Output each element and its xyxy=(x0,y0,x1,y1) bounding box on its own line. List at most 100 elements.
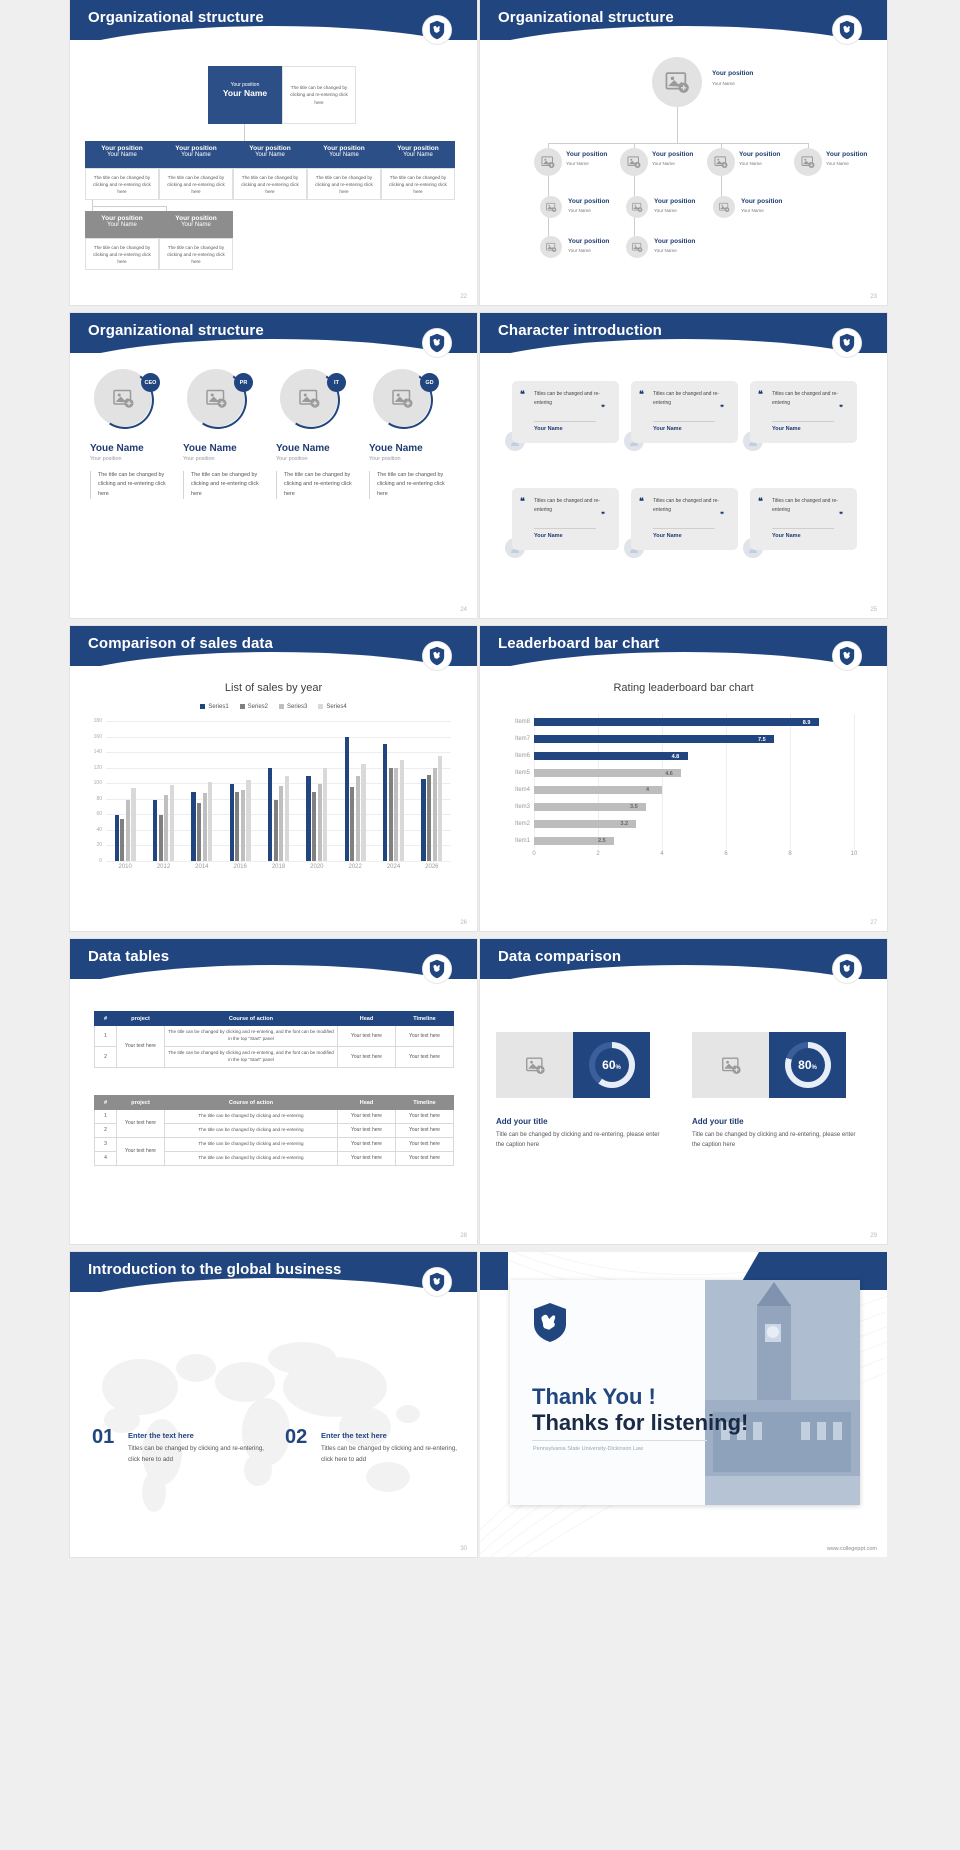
org-node[interactable]: Your position Your Name xyxy=(159,141,233,168)
divider xyxy=(534,528,596,529)
bar-value-Item3: 3.5 xyxy=(630,804,638,811)
quote-card[interactable]: ❝ ❞ Titles can be changed and re-enterin… xyxy=(512,381,619,443)
table-cell: Your text here xyxy=(395,1109,454,1124)
org-root-position: Your position xyxy=(230,82,260,88)
slide-header-band xyxy=(70,1252,477,1292)
slide-data-comparison[interactable]: Data comparison 60% Add your title Title… xyxy=(480,939,887,1244)
table-row[interactable]: 1 Your text here The title can be changed … xyxy=(94,1025,454,1068)
avatar-node-small[interactable] xyxy=(540,236,562,258)
table-cell: Your text here xyxy=(395,1025,454,1047)
x-axis-tick: 2 xyxy=(596,851,600,857)
org-node[interactable]: Your position Your Name xyxy=(85,141,159,168)
avatar-node-small[interactable] xyxy=(540,196,562,218)
slide-character-intro[interactable]: Character introduction ❝ ❞ Titles can be… xyxy=(480,313,887,618)
connector-down xyxy=(92,190,93,215)
quote-card[interactable]: ❝ ❞ Titles can be changed and re-enterin… xyxy=(512,488,619,550)
table-row[interactable]: 3 Your text here The title can be changed … xyxy=(94,1136,454,1166)
chart-legend: Series1 Series2 Series3 Series4 xyxy=(70,704,477,710)
slide-org-boxes[interactable]: Organizational structure Your position Y… xyxy=(70,0,477,305)
slide-org-avatars[interactable]: Organizational structure Your position Y… xyxy=(480,0,887,305)
block-title: Add your title xyxy=(496,1117,548,1126)
table-header: project xyxy=(116,1095,165,1110)
university-logo-icon xyxy=(423,1268,451,1296)
avatar-node-small[interactable] xyxy=(626,196,648,218)
bar-Series1-2020 xyxy=(306,776,311,861)
bar-label-Item1: Item1 xyxy=(514,837,530,844)
person-description: The title can be changed by clicking and… xyxy=(276,471,362,500)
table-row[interactable]: 4 The title can be changed by clicking an… xyxy=(94,1150,454,1166)
x-axis-tick: 2012 xyxy=(156,864,171,870)
gridline xyxy=(662,714,663,849)
slide-cell-25: Character introduction ❝ ❞ Titles can be… xyxy=(480,313,890,623)
org-node[interactable]: Your position Your Name xyxy=(381,141,455,168)
org-node-secondary[interactable]: Your position Your Name xyxy=(159,211,233,238)
table-row[interactable]: 1 Your text here The title can be changed … xyxy=(94,1109,454,1138)
table-cell: The title can be changed by clicking and… xyxy=(164,1136,338,1152)
x-axis-tick: 2020 xyxy=(310,864,324,870)
org-node-name: Your Name xyxy=(181,152,211,158)
university-logo-icon xyxy=(423,329,451,357)
org-node-position: Your position xyxy=(175,145,217,152)
avatar-node-small[interactable] xyxy=(626,236,648,258)
gridline xyxy=(106,829,451,831)
person-name: Youe Name xyxy=(276,443,330,454)
slide-leaderboard[interactable]: Leaderboard bar chart Rating leaderboard… xyxy=(480,626,887,931)
avatar-node-small[interactable] xyxy=(713,196,735,218)
quote-text: Titles can be changed and re-entering xyxy=(772,498,838,513)
slide-thank-you[interactable]: Thank You ! Thanks for listening! Pennsy… xyxy=(480,1252,887,1557)
org-node-secondary[interactable]: Your position Your Name xyxy=(85,211,159,238)
connector-tick xyxy=(548,143,549,151)
y-axis-tick: 160 xyxy=(93,733,102,740)
image-placeholder[interactable] xyxy=(496,1032,573,1098)
avatar-node[interactable] xyxy=(620,148,648,176)
legend-item-2: Series2 xyxy=(239,704,268,710)
quote-card[interactable]: ❝ ❞ Titles can be changed and re-enterin… xyxy=(631,381,738,443)
table-row[interactable]: 2 The title can be changed by clicking an… xyxy=(94,1122,454,1138)
slide-global-business[interactable]: Introduction to the global business 01 E… xyxy=(70,1252,477,1557)
quote-close-icon: ❞ xyxy=(720,405,724,412)
person-card[interactable]: IT Youe Name Your position The title can… xyxy=(276,365,362,500)
avatar-node[interactable] xyxy=(707,148,735,176)
avatar-node[interactable] xyxy=(794,148,822,176)
page-number: 23 xyxy=(870,294,877,300)
table-row[interactable]: 2 The title can be changed by clicking an… xyxy=(94,1045,454,1068)
gridline xyxy=(106,814,451,816)
quote-card[interactable]: ❝ ❞ Titles can be changed and re-enterin… xyxy=(750,488,857,550)
quote-card[interactable]: ❝ ❞ Titles can be changed and re-enterin… xyxy=(631,488,738,550)
slide-cell-30: Introduction to the global business 01 E… xyxy=(70,1252,480,1562)
data-table-primary[interactable]: # project Course of action Head Timeline 1 You… xyxy=(94,1011,454,1068)
slide-sales-comparison[interactable]: Comparison of sales data List of sales b… xyxy=(70,626,477,931)
bar-Series1-2026 xyxy=(421,779,426,861)
slide-org-circles[interactable]: Organizational structure CEO Youe Name Y… xyxy=(70,313,477,618)
slide-cell-thankyou: Thank You ! Thanks for listening! Pennsy… xyxy=(480,1252,890,1562)
quote-open-icon: ❝ xyxy=(520,496,525,506)
quote-card[interactable]: ❝ ❞ Titles can be changed and re-enterin… xyxy=(750,381,857,443)
bar-value-Item1: 2.5 xyxy=(598,838,606,845)
y-axis-tick: 40 xyxy=(96,826,102,833)
org-node[interactable]: Your position Your Name xyxy=(233,141,307,168)
image-placeholder[interactable] xyxy=(692,1032,769,1098)
person-card[interactable]: CEO Youe Name Your position The title ca… xyxy=(90,365,176,500)
avatar-root[interactable] xyxy=(652,57,702,107)
person-card[interactable]: GD Youe Name Your position The title can… xyxy=(369,365,455,500)
org-root-box[interactable]: Your position Your Name xyxy=(208,66,282,124)
slide-header-band xyxy=(70,313,477,353)
table-cell: The title can be changed by clicking and… xyxy=(164,1109,338,1124)
university-logo-icon xyxy=(423,955,451,983)
slide-data-tables[interactable]: Data tables # project Course of action Head… xyxy=(70,939,477,1244)
org-node[interactable]: Your position Your Name xyxy=(307,141,381,168)
bar-Series4-2012 xyxy=(169,784,174,861)
org-root-note: The title can be changed by clicking and… xyxy=(282,66,356,124)
data-table-secondary[interactable]: # project Course of action Head Timeline 1 You… xyxy=(94,1095,454,1166)
table-cell: Your text here xyxy=(395,1045,454,1068)
slide-title: Introduction to the global business xyxy=(88,1261,342,1278)
quote-author: Your Name xyxy=(534,426,563,432)
bar-Series3-2016 xyxy=(240,790,246,861)
person-card[interactable]: PR Youe Name Your position The title can… xyxy=(183,365,269,500)
avatar-ring: PR xyxy=(183,365,253,435)
table-cell: 4 xyxy=(94,1150,117,1166)
x-axis-tick: 2016 xyxy=(233,864,247,870)
bar-Series3-2010 xyxy=(125,799,131,861)
corner-accent-left xyxy=(480,1252,508,1290)
avatar-node[interactable] xyxy=(534,148,562,176)
